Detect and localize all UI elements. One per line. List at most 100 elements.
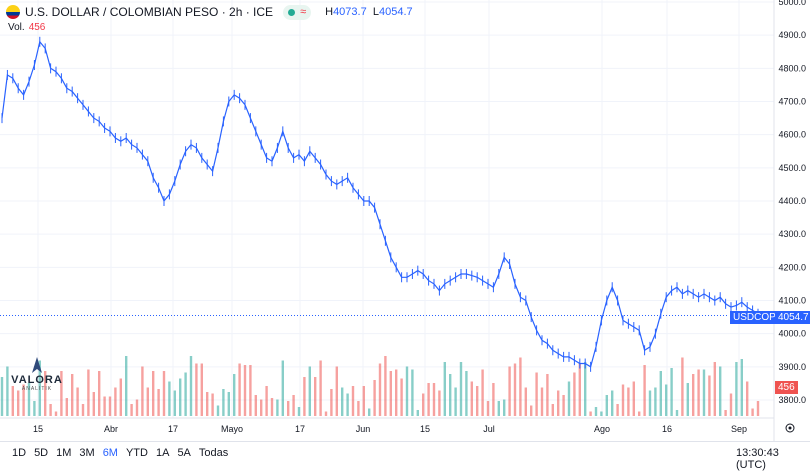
volume-bar [260,399,263,416]
volume-bar [692,374,695,416]
range-button-1m[interactable]: 1M [56,447,72,459]
volume-bar [157,389,160,416]
market-open-dot-icon [288,8,296,16]
volume-bar [611,390,614,416]
x-tick-label: 17 [168,424,178,434]
volume-bar [594,407,598,416]
volume-bar [438,390,441,416]
volume-bars [0,356,760,416]
symbol-title[interactable]: U.S. DOLLAR / COLOMBIAN PESO · 2h · ICE [25,5,274,19]
low-label: L [372,6,379,18]
volume-bar [524,387,527,416]
volume-bar [416,410,419,416]
y-tick-label: 3900.0 [778,362,806,372]
y-tick-label: 4500.0 [778,163,806,173]
volume-bar [243,365,247,416]
volume-bar [211,393,214,416]
volume-bar [108,396,112,416]
volume-bar [449,374,452,416]
volume-bar [432,383,436,416]
volume-bar [605,395,608,416]
volume-bar [746,381,749,416]
utc-clock[interactable]: 13:30:43 (UTC) [736,447,779,471]
volume-bar [17,390,20,416]
volume-bar [616,404,619,416]
volume-bar [697,369,700,416]
volume-bar [735,362,738,416]
range-button-todas[interactable]: Todas [198,447,229,459]
range-button-5d[interactable]: 5D [34,447,49,459]
volume-bar [573,372,576,416]
volume-bar [292,395,295,416]
volume-bar [33,401,36,416]
volume-bar [627,387,630,416]
range-selector: 1D 5D 1M 3M 6M YTD 1A 5A Todas [12,447,228,459]
volume-bar [373,380,376,416]
volume-bar [216,405,220,416]
volume-bar [6,366,9,416]
volume-bar [562,395,565,416]
volume-bar [125,356,128,416]
volume-bar [368,408,371,416]
volume-bar [38,360,41,416]
volume-bar [71,374,74,416]
range-button-6m[interactable]: 6M [102,447,118,459]
chart-legend: U.S. DOLLAR / COLOMBIAN PESO · 2h · ICE … [6,4,413,20]
chart-grid [0,0,774,418]
market-status-pill[interactable]: ≈ [283,4,312,20]
volume-bar [411,369,414,416]
volume-bar [60,371,63,416]
x-tick-label: 15 [33,424,43,434]
volume-bar [319,360,322,416]
volume-label: Vol. [8,22,25,33]
volume-bar [179,378,182,416]
volume-bar [497,401,500,416]
volume-bar [330,389,333,416]
volume-bar [362,386,365,416]
volume-bar [535,372,538,416]
volume-bar [308,366,311,416]
range-button-1a[interactable]: 1A [155,447,170,459]
volume-bar [92,392,95,416]
volume-bar [173,390,176,416]
chart-settings-icon [785,423,795,433]
volume-bar [470,381,473,416]
volume-bar [152,371,155,416]
volume-bar [551,404,554,416]
volume-bar [254,395,257,416]
volume-bar [659,371,662,416]
volume-bar [519,357,522,416]
volume-bar [378,363,382,416]
y-tick-label: 4200.0 [778,262,806,272]
range-button-5a[interactable]: 5A [177,447,191,459]
volume-bar [638,411,641,416]
volume-bar [540,387,544,416]
volume-bar [87,369,90,416]
volume-bar [422,393,425,416]
price-axis: 5000.0 4900.0 4800.0 4700.0 4600.0 4500.0 4400… [778,0,806,405]
y-tick-label: 4000.0 [778,329,806,339]
range-button-1d[interactable]: 1D [12,447,27,459]
volume-bar [195,363,198,416]
price-chart[interactable]: 5000.0 4900.0 4800.0 4700.0 4600.0 4500.0 4400… [0,0,810,441]
x-tick-label: 16 [662,424,672,434]
x-tick-label: Jun [356,424,371,434]
x-tick-label: 15 [420,424,430,434]
volume-bar [702,369,706,416]
volume-bar [54,411,58,416]
volume-bar [492,383,495,416]
volume-bar [114,387,117,416]
range-button-ytd[interactable]: YTD [125,447,148,459]
range-button-3m[interactable]: 3M [79,447,95,459]
volume-bar [189,356,193,416]
volume-bar [233,374,236,416]
y-tick-label: 4800.0 [778,63,806,73]
volume-bar [670,368,673,416]
volume-bar [395,369,398,416]
volume-bar [281,360,284,416]
volume-bar [98,371,101,416]
volume-bar [11,386,14,416]
volume-bar [465,371,468,416]
volume-bar [719,366,722,416]
x-tick-label: Ago [594,424,610,434]
